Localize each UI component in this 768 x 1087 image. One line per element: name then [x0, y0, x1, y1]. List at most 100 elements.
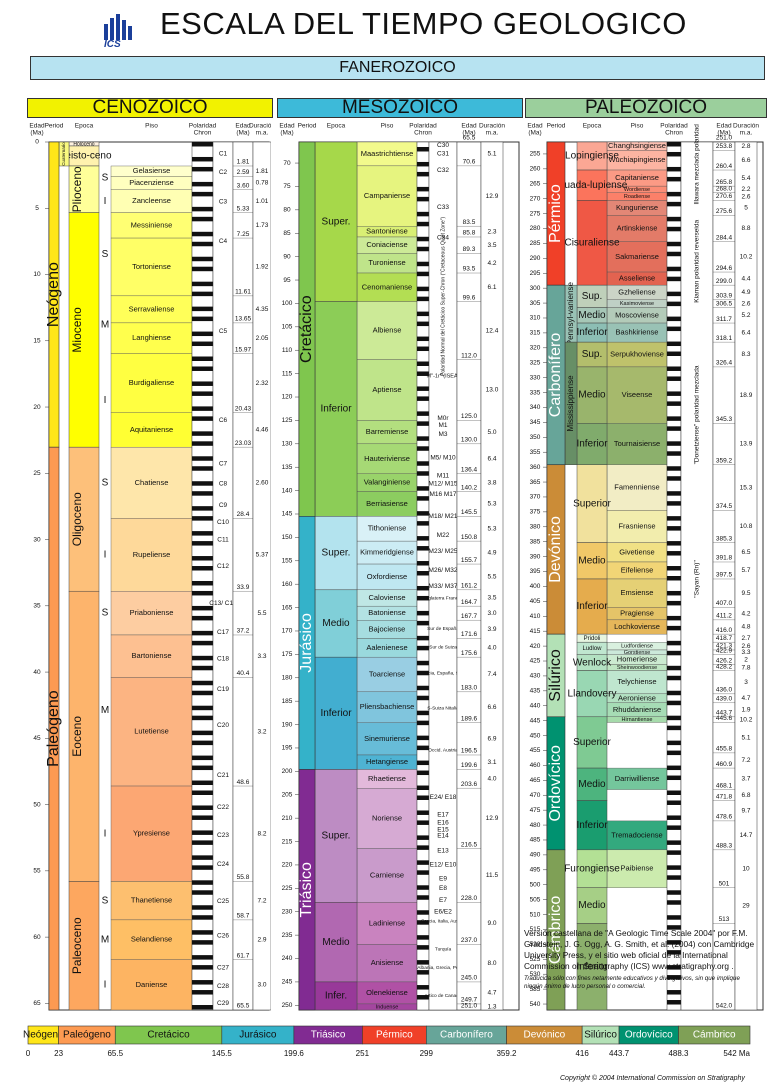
- stage-box: [356, 902, 418, 945]
- column-header: Piso: [145, 123, 158, 130]
- age-label: 268.0: [716, 185, 733, 192]
- polarity-band: [667, 775, 681, 781]
- polarity-band: [417, 945, 429, 950]
- age-tick-label: 40: [33, 669, 41, 676]
- polarity-band: [417, 735, 429, 741]
- stage-label: Viseense: [622, 390, 653, 399]
- age-tick-label: 55: [33, 868, 41, 875]
- age-tick-label: 340: [530, 404, 541, 411]
- column-header: Epoca: [327, 123, 346, 130]
- age-tick-label: 495: [530, 867, 541, 874]
- epoch-label: Plioceno: [70, 166, 84, 212]
- stage-label: Selandiense: [131, 935, 172, 944]
- age-tick-label: 225: [282, 885, 293, 892]
- eon-banner: FANEROZOICO: [30, 56, 765, 80]
- age-label: 70.6: [463, 159, 476, 166]
- polarity-band: [192, 406, 213, 411]
- duration-label: 5.2: [741, 312, 750, 319]
- age-tick-label: 365: [530, 479, 541, 486]
- epoch-box: [68, 881, 100, 1011]
- epoch-label: Holoceno: [73, 141, 94, 147]
- duration-label: 4.2: [741, 610, 750, 617]
- gssp-note: Sur de España: [427, 626, 459, 632]
- polarity-band: [667, 950, 681, 955]
- age-label: 422.9: [716, 647, 733, 654]
- period-box: [298, 769, 316, 1011]
- stage-label: Sheinwoodiense: [617, 665, 657, 671]
- polarity-band: [417, 261, 429, 267]
- epoch-label: Lopingiense: [565, 151, 619, 162]
- polarity-band: [667, 865, 681, 870]
- polarity-band: [667, 615, 681, 621]
- stage-label: Paibiense: [621, 864, 654, 873]
- polarity-band: [417, 935, 429, 940]
- stage-label: Eifeliense: [621, 565, 654, 574]
- duration-label: 5.3: [487, 525, 496, 532]
- period-box: [48, 446, 60, 1011]
- polarity-band: [417, 920, 429, 925]
- age-tick-label: 75: [283, 183, 291, 190]
- age-tick-label: 245: [282, 979, 293, 986]
- duration-label: 6.4: [487, 456, 496, 463]
- stage-label: Moscoviense: [615, 310, 659, 319]
- age-tick-label: 415: [530, 628, 541, 635]
- duration-label: 29: [742, 902, 750, 909]
- epoch-box: [576, 767, 608, 801]
- age-tick-label: 115: [282, 370, 293, 377]
- polarity-band: [667, 291, 681, 297]
- polarity-band: [667, 925, 681, 930]
- subepoch-label: S: [102, 608, 109, 619]
- polarity-band: [192, 266, 213, 272]
- polarity-band: [667, 501, 681, 506]
- age-label: 245.0: [461, 975, 478, 982]
- polarity-band: [417, 171, 429, 177]
- chron-label: C29: [217, 1000, 229, 1007]
- polarity-band: [192, 191, 213, 197]
- age-label: 411.2: [716, 613, 732, 620]
- epoch-label: Pridoli: [584, 636, 601, 642]
- age-label: 542.0: [716, 1003, 733, 1010]
- polarity-band: [667, 590, 681, 596]
- age-tick-label: 0: [35, 139, 39, 146]
- epoch-label: Furongiense: [564, 863, 620, 874]
- age-label: 284.4: [716, 234, 733, 241]
- column-header: Piso: [381, 123, 394, 130]
- polarity-band: [417, 271, 429, 277]
- chron-label: M33/ M37: [429, 583, 458, 590]
- stage-label: Olenekiense: [366, 988, 408, 997]
- duration-label: 4.9: [487, 549, 496, 556]
- logo-text: ICS: [104, 39, 121, 50]
- duration-label: 4.7: [487, 990, 496, 997]
- magnetic-note: "Donetziense" polaridad mezclada: [694, 365, 701, 464]
- age-tick-label: 350: [530, 434, 541, 441]
- stage-box: [606, 510, 668, 543]
- age-label: 164.7: [461, 599, 478, 606]
- polarity-band: [667, 301, 681, 307]
- period-bar-label: Cámbrico: [693, 1030, 736, 1041]
- age-tick-label: 190: [282, 721, 293, 728]
- chron-label: E6/E2: [434, 908, 452, 915]
- epoch-box: [576, 169, 608, 201]
- age-label: 443.7: [716, 710, 733, 717]
- polarity-band: [192, 306, 213, 312]
- duration-label: 7.8: [741, 664, 750, 671]
- column-header: Edad: [279, 123, 295, 130]
- chron-label: C19: [217, 686, 229, 693]
- age-tick-label: 280: [530, 225, 541, 232]
- duration-label: 6.9: [487, 736, 496, 743]
- age-label: 65.5: [237, 1003, 250, 1010]
- page-title: ESCALA DEL TIEMPO GEOLOGICO: [160, 6, 687, 41]
- chron-label: E16: [437, 820, 449, 827]
- duration-label: 18.9: [740, 392, 753, 399]
- subepoch-label: M: [101, 319, 109, 330]
- age-tick-label: 535: [530, 986, 541, 993]
- polarity-band: [192, 930, 213, 935]
- age-tick-label: 315: [530, 330, 541, 337]
- age-label: 326.4: [716, 360, 733, 367]
- period-label: Carbonífero: [547, 333, 564, 418]
- polarity-band: [667, 416, 681, 421]
- epoch-box: [314, 769, 358, 903]
- chron-label: C34: [437, 235, 449, 242]
- subepoch-label: I: [104, 395, 107, 406]
- mesozoic-panel: MESOZOICO Edad (Ma) Period Epoca Piso Polarid…: [277, 98, 523, 1012]
